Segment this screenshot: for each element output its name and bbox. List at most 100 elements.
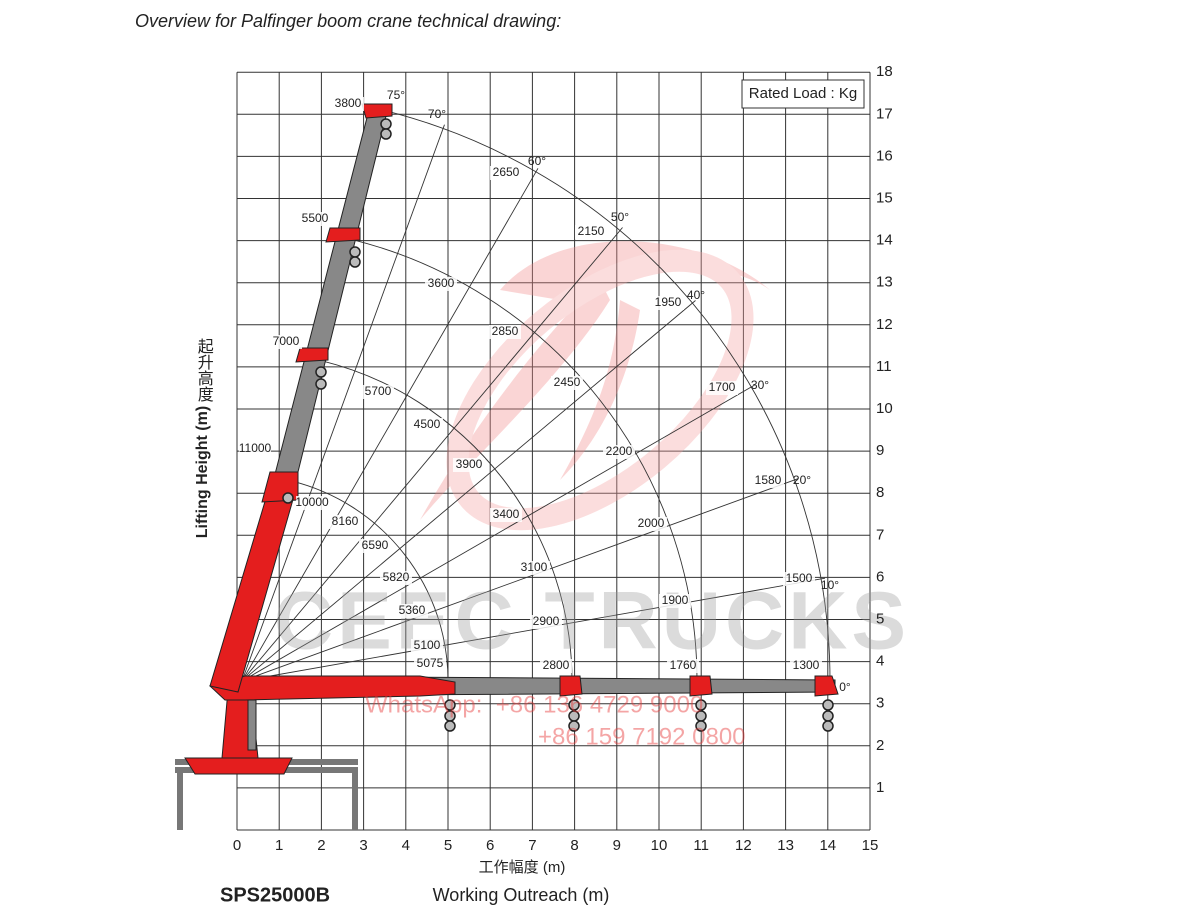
load-label: 1760	[670, 658, 697, 672]
angle-line	[241, 227, 623, 682]
label-bg	[296, 496, 328, 510]
load-label: 3600	[428, 276, 455, 290]
label-bg	[551, 376, 583, 390]
load-label: 11000	[239, 441, 272, 455]
y-tick-label: 11	[876, 358, 892, 375]
label-bg	[329, 515, 361, 529]
label-bg	[362, 385, 394, 399]
angle-label: 40°	[687, 288, 705, 302]
load-label: 1500	[786, 571, 813, 585]
label-bg	[603, 445, 635, 459]
y-tick-label: 10	[876, 400, 893, 417]
load-label: 1900	[662, 593, 689, 607]
y-tick-label: 3	[876, 695, 884, 712]
y-tick-label: 14	[876, 232, 893, 249]
load-label: 1700	[709, 380, 736, 394]
load-label: 10000	[295, 495, 329, 509]
x-axis-label-cn: 工作幅度 (m)	[479, 859, 566, 876]
reach-arc	[384, 110, 831, 682]
load-label: 2150	[578, 224, 605, 238]
angle-line	[241, 577, 826, 682]
angle-label: 0°	[839, 680, 851, 694]
label-bg	[490, 166, 522, 180]
angle-label: 60°	[528, 154, 546, 168]
load-label: 1950	[655, 295, 682, 309]
angle-label: 10°	[821, 578, 839, 592]
angle-line	[241, 124, 445, 682]
grid	[236, 71, 871, 831]
label-bg	[270, 335, 302, 349]
x-tick-label: 1	[275, 837, 283, 854]
load-label: 5820	[383, 570, 410, 584]
label-bg	[652, 296, 684, 310]
load-label: 5500	[302, 211, 329, 225]
load-label: 3900	[456, 457, 483, 471]
angle-line	[241, 300, 696, 682]
label-bg	[790, 659, 822, 673]
load-label: 5100	[414, 638, 441, 652]
angle-label: 50°	[611, 210, 629, 224]
label-bg	[425, 277, 457, 291]
label-bg	[489, 325, 521, 339]
label-bg	[667, 659, 699, 673]
label-bg	[575, 225, 607, 239]
label-bg	[239, 442, 271, 456]
label-bg	[414, 657, 446, 671]
reach-arc	[291, 480, 449, 682]
load-label: 3100	[521, 560, 548, 574]
y-tick-label: 6	[876, 568, 884, 585]
angle-line	[241, 168, 539, 682]
y-tick-label: 15	[876, 189, 893, 206]
labels: 0 1 2 3 4 5 6 7 8 9 10 11 12 13 14 15123456789101112131…	[233, 63, 893, 854]
x-tick-label: 4	[402, 837, 410, 854]
y-axis-label: Lifting Height (m)	[194, 406, 211, 538]
x-tick-label: 2	[317, 837, 325, 854]
load-label: 1300	[793, 658, 820, 672]
label-bg	[635, 517, 667, 531]
x-tick-label: 11	[693, 837, 709, 854]
load-label: 2850	[492, 324, 519, 338]
load-label: 3800	[335, 96, 362, 110]
load-label: 4500	[414, 417, 441, 431]
label-bg	[490, 508, 522, 522]
load-label: 1580	[755, 473, 782, 487]
load-label: 7000	[273, 334, 300, 348]
label-bg	[380, 571, 412, 585]
load-label: 2450	[554, 375, 581, 389]
label-bg	[706, 381, 738, 395]
load-label: 2200	[606, 444, 633, 458]
model-name: SPS25000B	[220, 884, 330, 906]
label-bg	[332, 97, 364, 111]
y-tick-label: 12	[876, 316, 893, 333]
angle-label: 75°	[387, 88, 405, 102]
label-bg	[659, 594, 691, 608]
label-bg	[453, 458, 485, 472]
y-tick-label: 5	[876, 610, 884, 627]
phone-watermark: +86 159 7192 0800	[538, 723, 746, 750]
angle-line	[241, 478, 799, 682]
x-tick-label: 0	[233, 837, 241, 854]
x-axis-label: Working Outreach (m)	[433, 885, 610, 905]
y-tick-label: 7	[876, 526, 884, 543]
load-label: 3400	[493, 507, 520, 521]
angle-line	[241, 384, 755, 682]
load-label: 2900	[533, 614, 560, 628]
x-tick-label: 10	[651, 837, 668, 854]
x-tick-label: 13	[777, 837, 794, 854]
load-label: 6590	[362, 538, 389, 552]
label-bg	[540, 659, 572, 673]
y-tick-label: 17	[876, 105, 893, 122]
label-bg	[411, 639, 443, 653]
angle-label: 20°	[793, 473, 811, 487]
y-axis-label-cn: 起升高度	[195, 338, 214, 402]
load-label: 2800	[543, 658, 570, 672]
x-tick-label: 5	[444, 837, 452, 854]
x-tick-label: 15	[862, 837, 879, 854]
crane	[175, 103, 839, 830]
y-tick-label: 13	[876, 274, 893, 291]
load-label: 5360	[399, 603, 426, 617]
label-bg	[396, 604, 428, 618]
load-label: 5075	[417, 656, 444, 670]
label-bg	[359, 539, 391, 553]
whatsapp-watermark: WhatsApp: +86 136 4729 9000	[365, 691, 703, 718]
